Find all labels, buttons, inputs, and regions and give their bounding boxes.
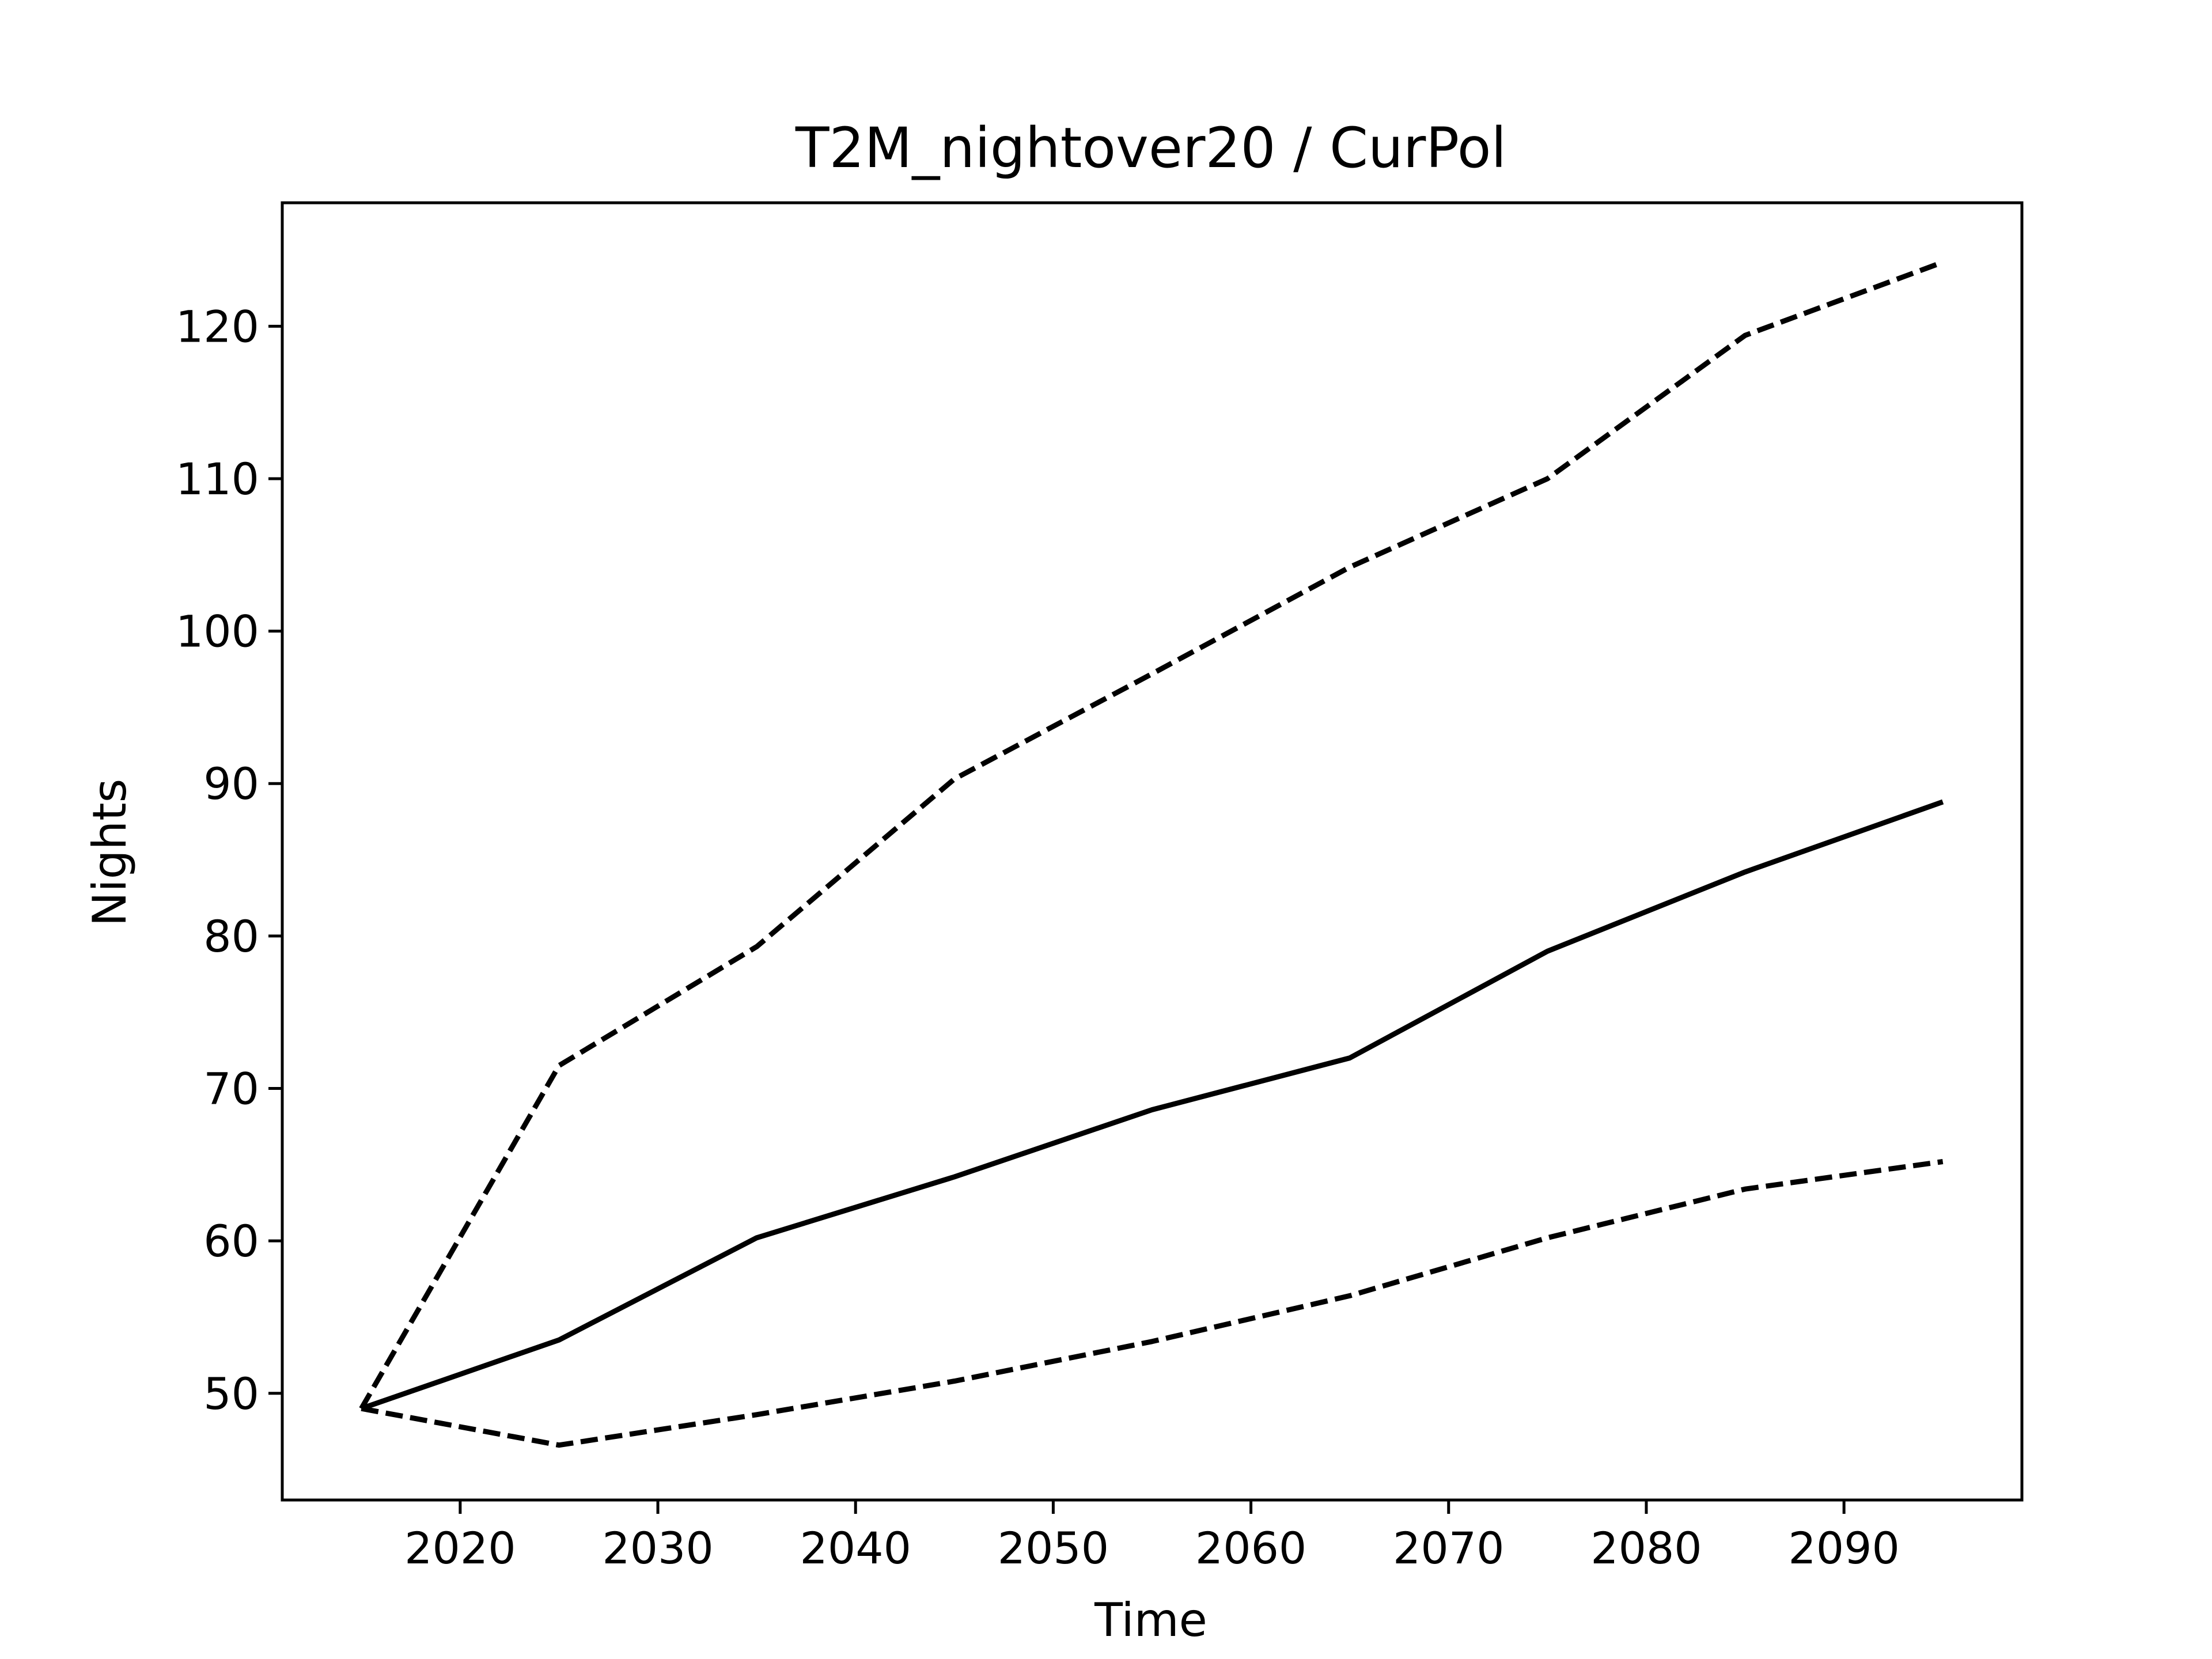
x-tick-label: 2060 [1195, 1522, 1306, 1574]
plot-lines [359, 259, 1944, 1448]
x-tick-label: 2020 [404, 1522, 516, 1574]
y-tick-label: 70 [203, 1063, 259, 1114]
x-tick-label: 2090 [1788, 1522, 1899, 1574]
chart-title: T2M_nightover20 / CurPol [795, 116, 1506, 180]
y-tick-label: 120 [176, 301, 259, 352]
x-tick-label: 2080 [1590, 1522, 1702, 1574]
series-line-1-solid [360, 799, 1944, 1411]
y-tick-label: 60 [203, 1215, 259, 1267]
x-axis: 2020 2030 2040 2050 2060 2070 2080 2090 [404, 1500, 1900, 1574]
y-tick-label: 90 [203, 758, 259, 809]
x-axis-label: Time [1094, 1593, 1207, 1647]
y-axis: 50 60 70 80 90 100 110 120 [176, 301, 282, 1419]
x-tick-label: 2030 [602, 1522, 713, 1574]
y-tick-label: 50 [203, 1368, 259, 1419]
series-line-3-dashed [361, 1159, 1944, 1448]
y-tick-label: 100 [176, 606, 259, 657]
x-tick-label: 2050 [998, 1522, 1109, 1574]
plot-frame [281, 201, 2024, 1502]
x-tick-label: 2070 [1393, 1522, 1504, 1574]
y-tick-label: 110 [176, 453, 259, 505]
y-tick-label: 80 [203, 911, 259, 962]
y-axis-label: Nights [83, 779, 137, 927]
x-tick-label: 2040 [800, 1522, 911, 1574]
series-line-2-dashed [359, 259, 1944, 1410]
